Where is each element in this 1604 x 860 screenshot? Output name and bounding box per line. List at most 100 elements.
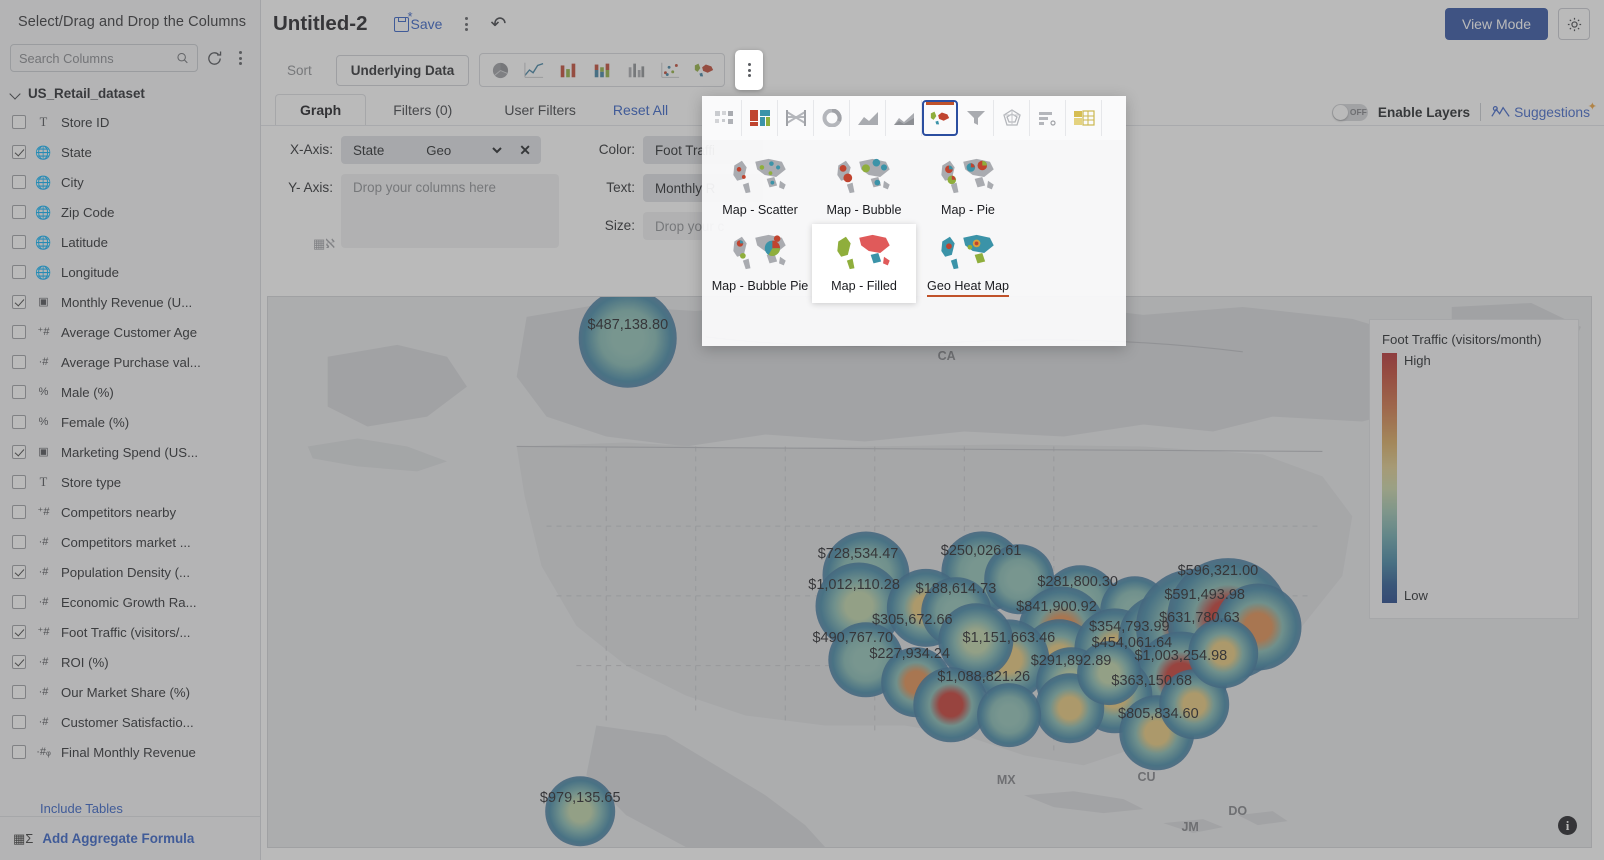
column-checkbox[interactable] bbox=[12, 325, 26, 339]
column-list-item[interactable]: ·# ROI (%) bbox=[0, 647, 260, 677]
undo-icon[interactable]: ↶ bbox=[490, 13, 507, 35]
map-type-option-geo-heat-map[interactable]: Geo Heat Map bbox=[916, 224, 1020, 303]
x-axis-role-select[interactable]: GeoDimensionMeasure bbox=[422, 141, 506, 159]
column-checkbox[interactable] bbox=[12, 145, 26, 159]
sort-button[interactable]: Sort bbox=[287, 62, 312, 78]
x-axis-remove-icon[interactable]: ✕ bbox=[519, 141, 531, 158]
column-checkbox[interactable] bbox=[12, 745, 26, 759]
map-type-option-map-pie[interactable]: Map - Pie bbox=[916, 148, 1020, 224]
column-list-item[interactable]: ·# Competitors market ... bbox=[0, 527, 260, 557]
map-value-label: $979,135.65 bbox=[539, 790, 621, 807]
column-list-item[interactable]: ·# Economic Growth Ra... bbox=[0, 587, 260, 617]
column-checkbox[interactable] bbox=[12, 535, 26, 549]
column-list-item[interactable]: ⁺# Average Customer Age bbox=[0, 317, 260, 347]
column-checkbox[interactable] bbox=[12, 385, 26, 399]
search-columns-field[interactable] bbox=[10, 44, 198, 72]
add-aggregate-formula-button[interactable]: ▦Σ Add Aggregate Formula bbox=[0, 816, 260, 860]
map-type-label: Geo Heat Map bbox=[927, 279, 1009, 298]
enable-layers-toggle[interactable]: OFF bbox=[1331, 103, 1368, 121]
tab-graph[interactable]: Graph bbox=[275, 94, 367, 125]
sankey-icon[interactable] bbox=[778, 100, 814, 136]
column-list-item[interactable]: 🌐 State bbox=[0, 137, 260, 167]
map-type-option-map-filled[interactable]: Map - Filled bbox=[812, 224, 916, 304]
stacked-area-chart-icon[interactable] bbox=[886, 100, 922, 136]
sidebar-kebab-icon[interactable] bbox=[230, 48, 250, 68]
map-chart-icon[interactable] bbox=[922, 100, 958, 136]
info-icon[interactable]: i bbox=[1558, 816, 1577, 835]
column-list-item[interactable]: ·# Population Density (... bbox=[0, 557, 260, 587]
column-checkbox[interactable] bbox=[12, 565, 26, 579]
column-checkbox[interactable] bbox=[12, 265, 26, 279]
column-list-item[interactable]: % Male (%) bbox=[0, 377, 260, 407]
column-checkbox[interactable] bbox=[12, 475, 26, 489]
grouped-bar-chart-icon[interactable] bbox=[622, 57, 650, 83]
stacked-bar-chart-icon[interactable] bbox=[588, 57, 616, 83]
column-type-icon: 🌐 bbox=[35, 264, 52, 280]
column-list-item[interactable]: 🌐 City bbox=[0, 167, 260, 197]
area-chart-icon[interactable] bbox=[850, 100, 886, 136]
include-tables-link[interactable]: Include Tables bbox=[40, 801, 123, 816]
column-list-item[interactable]: 🌐 Longitude bbox=[0, 257, 260, 287]
column-checkbox[interactable] bbox=[12, 655, 26, 669]
donut-icon[interactable] bbox=[814, 100, 850, 136]
topbar-kebab-icon[interactable] bbox=[456, 14, 476, 34]
column-checkbox[interactable] bbox=[12, 685, 26, 699]
treemap-icon[interactable] bbox=[742, 100, 778, 136]
search-input[interactable] bbox=[19, 50, 177, 66]
map-value-label: $728,534.47 bbox=[817, 545, 899, 562]
tab-filters[interactable]: Filters (0) bbox=[393, 102, 453, 118]
settings-gear-icon[interactable] bbox=[1558, 8, 1590, 40]
map-type-option-map-scatter[interactable]: Map - Scatter bbox=[708, 148, 812, 224]
scatter-matrix-icon[interactable] bbox=[706, 100, 742, 136]
column-checkbox[interactable] bbox=[12, 235, 26, 249]
suggestions-button[interactable]: Suggestions ✦ bbox=[1491, 101, 1597, 120]
column-list-item[interactable]: ·# Customer Satisfactio... bbox=[0, 707, 260, 737]
column-checkbox[interactable] bbox=[12, 355, 26, 369]
map-chart-icon[interactable] bbox=[690, 57, 718, 83]
x-axis-pill[interactable]: State GeoDimensionMeasure ✕ bbox=[341, 136, 541, 164]
column-type-icon: 🌐 bbox=[35, 204, 52, 220]
column-list-item[interactable]: ·# Our Market Share (%) bbox=[0, 677, 260, 707]
bar-chart-icon[interactable] bbox=[554, 57, 582, 83]
refresh-icon[interactable] bbox=[204, 48, 224, 68]
column-list-item[interactable]: 🌐 Latitude bbox=[0, 227, 260, 257]
map-type-option-map-bubble-pie[interactable]: Map - Bubble Pie bbox=[708, 224, 812, 303]
column-checkbox[interactable] bbox=[12, 595, 26, 609]
column-checkbox[interactable] bbox=[12, 505, 26, 519]
map-type-option-map-bubble[interactable]: Map - Bubble bbox=[812, 148, 916, 224]
column-checkbox[interactable] bbox=[12, 205, 26, 219]
column-checkbox[interactable] bbox=[12, 715, 26, 729]
column-checkbox[interactable] bbox=[12, 445, 26, 459]
column-list-item[interactable]: ·# Average Purchase val... bbox=[0, 347, 260, 377]
underlying-data-button[interactable]: Underlying Data bbox=[335, 54, 470, 86]
column-list-item[interactable]: ·#ᵩ Final Monthly Revenue bbox=[0, 737, 260, 767]
view-mode-button[interactable]: View Mode bbox=[1444, 8, 1548, 40]
column-checkbox[interactable] bbox=[12, 415, 26, 429]
scatter-plot-icon[interactable] bbox=[656, 57, 684, 83]
radar-chart-icon[interactable] bbox=[994, 100, 1030, 136]
column-checkbox[interactable] bbox=[12, 295, 26, 309]
column-list-item[interactable]: ⁺# Foot Traffic (visitors/... bbox=[0, 617, 260, 647]
column-list-item[interactable]: T Store type bbox=[0, 467, 260, 497]
column-list-item[interactable]: % Female (%) bbox=[0, 407, 260, 437]
column-checkbox[interactable] bbox=[12, 115, 26, 129]
line-chart-icon[interactable] bbox=[520, 57, 548, 83]
more-chart-types-icon[interactable] bbox=[735, 50, 764, 90]
pareto-chart-icon[interactable] bbox=[1030, 100, 1066, 136]
pie-chart-icon[interactable] bbox=[486, 57, 514, 83]
column-list-item[interactable]: ▣ Marketing Spend (US... bbox=[0, 437, 260, 467]
save-button[interactable]: Save bbox=[393, 9, 442, 32]
column-list-item[interactable]: 🌐 Zip Code bbox=[0, 197, 260, 227]
column-checkbox[interactable] bbox=[12, 625, 26, 639]
table-chart-icon[interactable] bbox=[1066, 100, 1102, 136]
dataset-header[interactable]: US_Retail_dataset bbox=[0, 82, 260, 107]
column-list-item[interactable]: ▣ Monthly Revenue (U... bbox=[0, 287, 260, 317]
reset-all-link[interactable]: Reset All bbox=[612, 102, 669, 118]
column-list-item[interactable]: T Store ID bbox=[0, 107, 260, 137]
tab-user[interactable]: User Filters bbox=[504, 102, 576, 118]
column-list-item[interactable]: ⁺# Competitors nearby bbox=[0, 497, 260, 527]
column-checkbox[interactable] bbox=[12, 175, 26, 189]
y-axis-dropzone[interactable]: Drop your columns here bbox=[341, 174, 559, 248]
funnel-chart-icon[interactable] bbox=[958, 100, 994, 136]
geo-heat-map[interactable]: $487,138.80 $728,534.47 $250,026.61 $1,012,… bbox=[267, 296, 1592, 848]
